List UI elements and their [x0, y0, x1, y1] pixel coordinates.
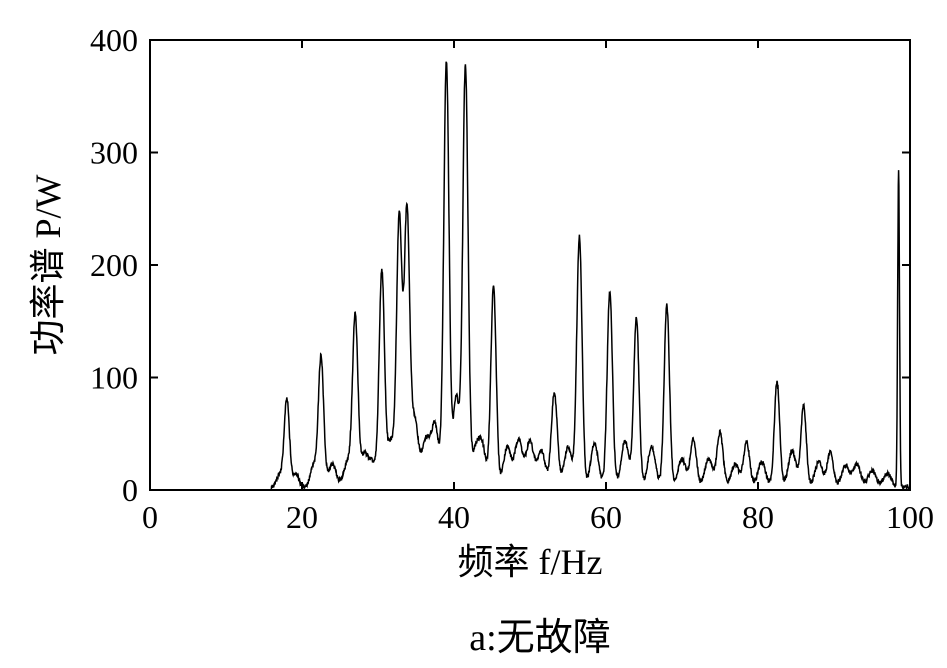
x-tick-label: 80	[742, 499, 774, 535]
figure-caption: a:无故障	[469, 617, 610, 659]
x-tick-label: 40	[438, 499, 470, 535]
y-axis-label: 功率谱 P/W	[28, 174, 68, 355]
spectrum-line	[150, 62, 910, 490]
y-tick-label: 200	[90, 247, 138, 283]
figure-wrapper: 0 20 40 60 80 100 0 100 200 300 400 频率 f/Hz 功率谱 P/W a…	[0, 0, 947, 668]
spectrum-chart: 0 20 40 60 80 100 0 100 200 300 400 频率 f/Hz 功率谱 P/W a…	[0, 0, 947, 668]
y-tick-label: 300	[90, 135, 138, 171]
x-tick-label: 20	[286, 499, 318, 535]
y-tick-label: 0	[122, 472, 138, 508]
y-tick-label: 400	[90, 22, 138, 58]
x-tick-label: 100	[886, 499, 934, 535]
y-tick-label: 100	[90, 360, 138, 396]
x-axis-label: 频率 f/Hz	[458, 542, 603, 582]
plot-box	[150, 40, 910, 490]
x-tick-label: 0	[142, 499, 158, 535]
x-tick-label: 60	[590, 499, 622, 535]
